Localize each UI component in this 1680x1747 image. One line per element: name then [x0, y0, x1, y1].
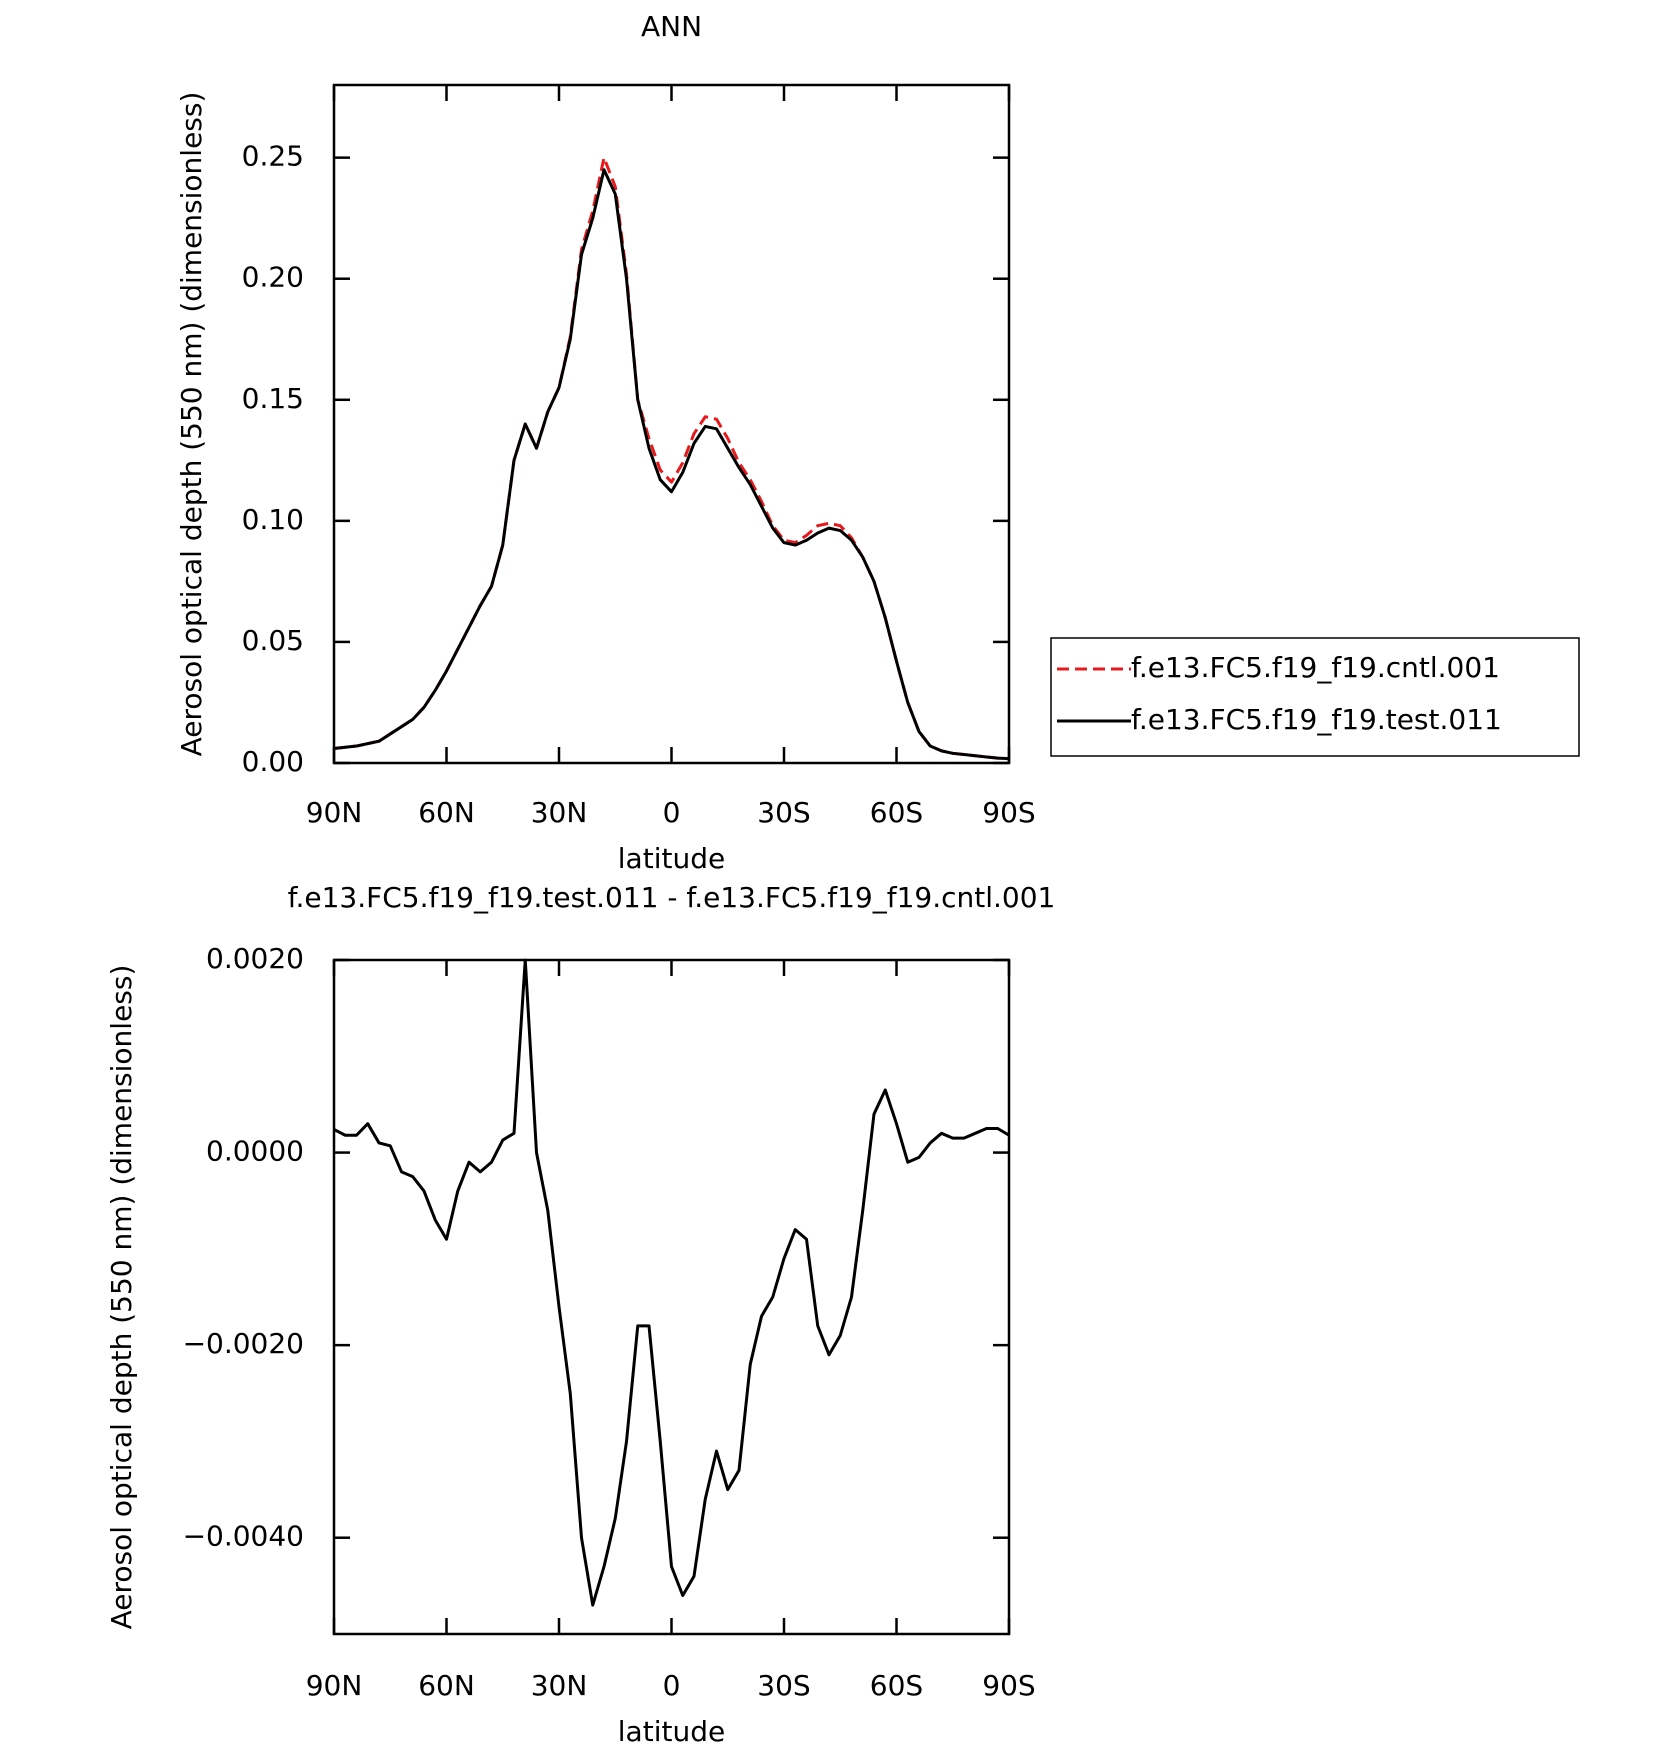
y-tick-label: 0.15: [242, 382, 304, 415]
x-tick-label: 60S: [870, 796, 923, 829]
y-axis-label: Aerosol optical depth (550 nm) (dimensio…: [175, 92, 208, 757]
x-tick-label: 90N: [306, 1669, 363, 1702]
plot-frame: [332, 958, 1011, 1636]
x-tick-label: 30S: [757, 796, 810, 829]
y-tick-label: 0.25: [242, 140, 304, 173]
y-tick-label: 0.20: [242, 261, 304, 294]
legend-box: [1050, 637, 1580, 757]
data-line: [333, 168, 1010, 761]
y-tick-label: 0.0000: [206, 1135, 304, 1168]
x-tick-label: 90N: [306, 796, 363, 829]
x-tick-label: 0: [663, 1669, 681, 1702]
y-axis-label: Aerosol optical depth (550 nm) (dimensio…: [105, 965, 138, 1630]
y-tick-label: 0.10: [242, 503, 304, 536]
y-tick-label: 0.0020: [206, 942, 304, 975]
data-line: [333, 958, 1010, 1607]
x-axis-label: latitude: [618, 842, 725, 875]
y-tick-label: 0.00: [242, 745, 304, 778]
plot-frame: [332, 83, 1011, 765]
y-tick-label: 0.05: [242, 624, 304, 657]
x-tick-label: 90S: [982, 796, 1035, 829]
data-line: [333, 156, 1010, 761]
x-tick-label: 60S: [870, 1669, 923, 1702]
x-tick-label: 60N: [418, 796, 475, 829]
x-axis-label: latitude: [618, 1715, 725, 1747]
x-tick-label: 0: [663, 796, 681, 829]
chart-title: ANN: [641, 10, 702, 43]
y-tick-label: −0.0020: [183, 1327, 304, 1360]
y-tick-label: −0.0040: [183, 1520, 304, 1553]
legend-label: f.e13.FC5.f19_f19.test.011: [1131, 703, 1502, 736]
x-tick-label: 60N: [418, 1669, 475, 1702]
chart-title: f.e13.FC5.f19_f19.test.011 - f.e13.FC5.f…: [288, 881, 1056, 914]
legend-label: f.e13.FC5.f19_f19.cntl.001: [1131, 651, 1500, 684]
x-tick-label: 30N: [531, 1669, 588, 1702]
x-tick-label: 30S: [757, 1669, 810, 1702]
x-tick-label: 30N: [531, 796, 588, 829]
x-tick-label: 90S: [982, 1669, 1035, 1702]
